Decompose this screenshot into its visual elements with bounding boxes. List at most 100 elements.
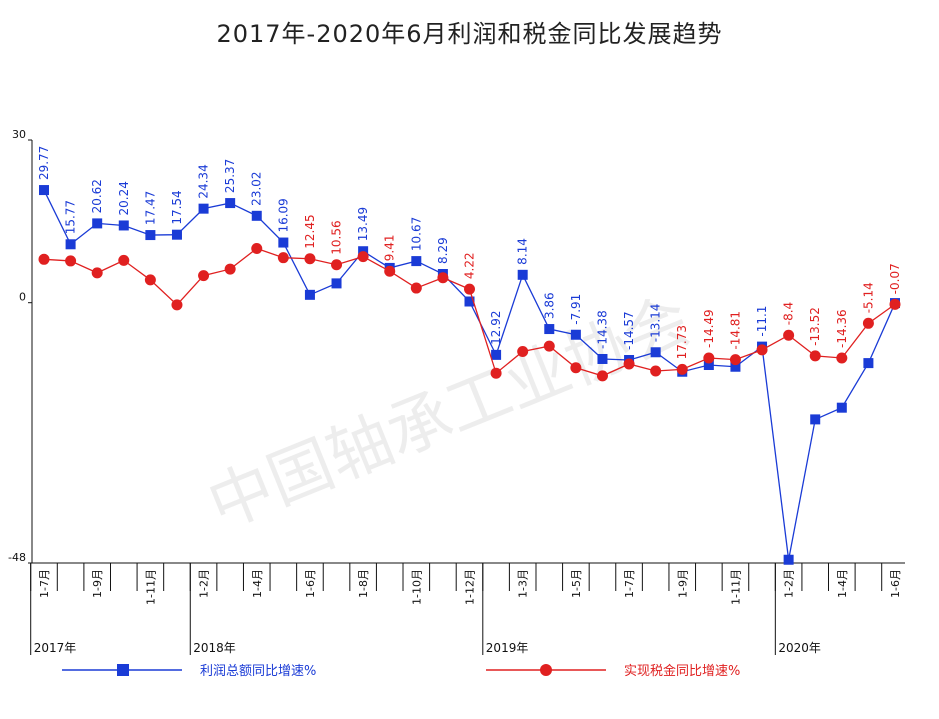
data-label: 8.29 xyxy=(436,237,450,264)
x-tick-label: 1-10月 xyxy=(410,569,423,605)
series-1-point xyxy=(65,239,76,250)
data-label: 24.34 xyxy=(197,164,211,198)
chart-title: 2017年-2020年6月利润和税金同比发展趋势 xyxy=(216,20,723,48)
series-2-point xyxy=(224,263,236,275)
series-1-point xyxy=(304,289,315,300)
x-tick-label: 1-6月 xyxy=(889,569,902,598)
series-1-point xyxy=(810,414,821,425)
data-label: -7.91 xyxy=(569,294,583,325)
series-1-point xyxy=(145,230,156,241)
data-label: -0.07 xyxy=(888,263,902,294)
series-2-point xyxy=(410,282,422,294)
series-2-point xyxy=(357,251,369,263)
x-tick-label: 1-4月 xyxy=(836,569,849,598)
series-2-point xyxy=(756,344,768,356)
data-label: -14.57 xyxy=(622,311,636,350)
data-label: 20.24 xyxy=(117,181,131,215)
series-2-point xyxy=(862,317,874,329)
series-1-point xyxy=(517,269,528,280)
series-2-point xyxy=(91,267,103,279)
series-2-point xyxy=(676,363,688,375)
x-tick-label: 1-11月 xyxy=(144,569,157,605)
legend-marker-1 xyxy=(117,664,129,676)
series-2-point xyxy=(251,242,263,254)
data-label: 10.67 xyxy=(409,217,423,251)
x-tick-label: 1-8月 xyxy=(357,569,370,598)
data-label: -8.4 xyxy=(782,302,796,325)
x-tick-label: 1-9月 xyxy=(91,569,104,598)
data-label: 16.09 xyxy=(276,198,290,232)
series-2-point xyxy=(783,329,795,341)
y-tick-label: 0 xyxy=(19,291,26,304)
series-2-point xyxy=(596,370,608,382)
data-label: -5.14 xyxy=(861,282,875,313)
x-tick-label: 1-4月 xyxy=(251,569,264,598)
series-1-point xyxy=(92,218,103,229)
series-1-point xyxy=(251,210,262,221)
series-2-point xyxy=(729,354,741,366)
data-label: 15.77 xyxy=(64,200,78,234)
y-tick-label: 30 xyxy=(12,128,26,141)
data-label: 3.86 xyxy=(542,292,556,319)
series-2-point xyxy=(889,298,901,310)
x-tick-label: 1-3月 xyxy=(517,569,530,598)
series-2-point xyxy=(65,255,77,267)
series-1-point xyxy=(278,237,289,248)
data-label: 29.77 xyxy=(37,146,51,180)
data-label: 10.56 xyxy=(330,220,344,254)
year-label: 2017年 xyxy=(34,641,77,655)
x-tick-label: 1-12月 xyxy=(464,569,477,605)
x-tick-label: 1-7月 xyxy=(623,569,636,598)
series-2-point xyxy=(38,253,50,265)
series-1-point xyxy=(703,360,714,371)
data-label: 23.02 xyxy=(250,171,264,205)
series-2-point xyxy=(543,340,555,352)
series-2-point xyxy=(144,274,156,286)
x-tick-label: 1-2月 xyxy=(198,569,211,598)
series-2-point xyxy=(464,283,475,295)
data-label: -14.49 xyxy=(702,309,716,348)
series-1-point xyxy=(836,402,847,413)
series-2-point xyxy=(623,358,635,370)
data-label: -14.36 xyxy=(835,309,849,348)
series-1-point xyxy=(650,347,661,358)
data-label: 25.37 xyxy=(223,159,237,193)
data-label: -11.1 xyxy=(755,306,769,337)
data-label: 8.14 xyxy=(516,238,530,265)
data-label: 13.49 xyxy=(356,207,370,241)
series-1-point xyxy=(39,185,49,196)
series-2-point xyxy=(198,270,210,282)
y-tick-label: -48 xyxy=(8,551,26,564)
legend-label-2: 实现税金同比增速% xyxy=(624,663,740,679)
x-tick-label: 1-7月 xyxy=(38,569,51,598)
series-1-point xyxy=(730,361,741,372)
series-2-point xyxy=(304,253,316,265)
series-2-point xyxy=(384,265,396,277)
x-tick-label: 1-11月 xyxy=(729,569,742,605)
series-1-point xyxy=(863,358,874,369)
series-1-point xyxy=(783,554,794,565)
series-1-point xyxy=(171,229,182,240)
series-1-point xyxy=(491,349,502,360)
series-1-point xyxy=(331,278,342,289)
year-label: 2019年 xyxy=(486,641,529,655)
x-tick-label: 1-6月 xyxy=(304,569,317,598)
series-2-point xyxy=(650,365,662,377)
series-2-point xyxy=(836,352,848,364)
data-label: 17.54 xyxy=(170,190,184,224)
data-label: 17.47 xyxy=(143,191,157,225)
legend-label-1: 利润总额同比增速% xyxy=(200,664,316,679)
data-label: 12.45 xyxy=(303,214,317,248)
series-2-point xyxy=(277,252,289,264)
data-label: -14.81 xyxy=(728,311,742,350)
data-label: 12.92 xyxy=(489,311,503,345)
data-label: 20.62 xyxy=(90,179,104,213)
series-1-point xyxy=(118,220,129,231)
series-1-point xyxy=(544,324,555,335)
series-2-point xyxy=(809,350,821,362)
series-2-point xyxy=(703,352,715,364)
data-label: 17.73 xyxy=(675,325,689,359)
x-tick-label: 1-9月 xyxy=(676,569,689,598)
data-label: -13.14 xyxy=(649,304,663,343)
